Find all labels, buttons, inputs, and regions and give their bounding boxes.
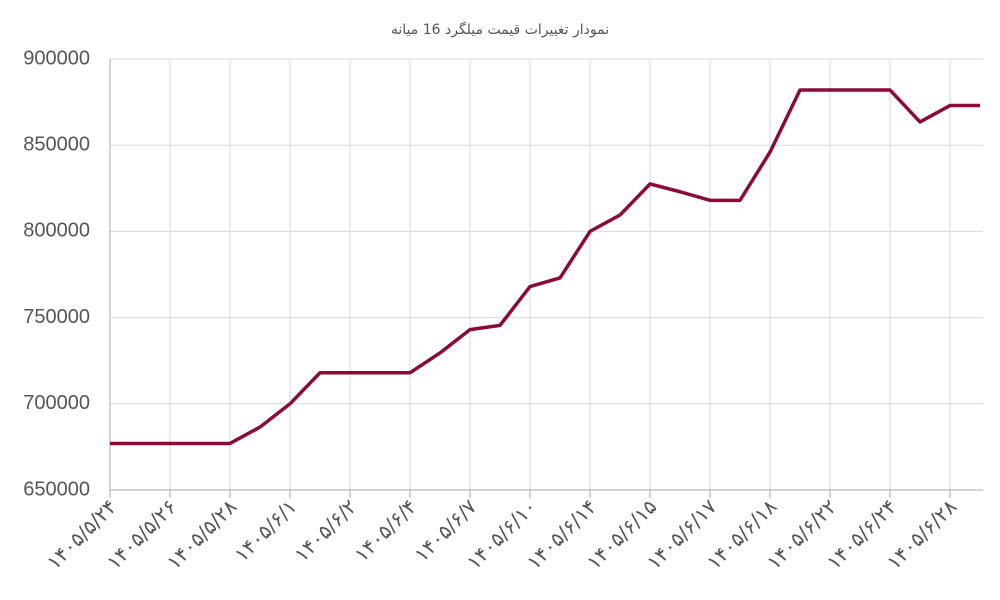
y-tick-label: 900000 xyxy=(23,47,90,69)
y-tick-label: 850000 xyxy=(23,133,90,155)
data-line xyxy=(110,88,980,446)
x-tick-label: ۱۴۰۵/۶/۲ xyxy=(289,494,361,566)
chart-title: نمودار تغییرات قیمت میلگرد 16 میانه xyxy=(391,21,609,38)
x-tick-label: ۱۴۰۵/۶/۱ xyxy=(229,494,301,566)
x-tick-label: ۱۴۰۵/۶/۴ xyxy=(349,494,421,566)
y-tick-label: 800000 xyxy=(23,220,90,242)
y-tick-label: 750000 xyxy=(23,306,90,328)
y-tick-label: 700000 xyxy=(23,392,90,414)
y-tick-label: 650000 xyxy=(23,478,90,500)
